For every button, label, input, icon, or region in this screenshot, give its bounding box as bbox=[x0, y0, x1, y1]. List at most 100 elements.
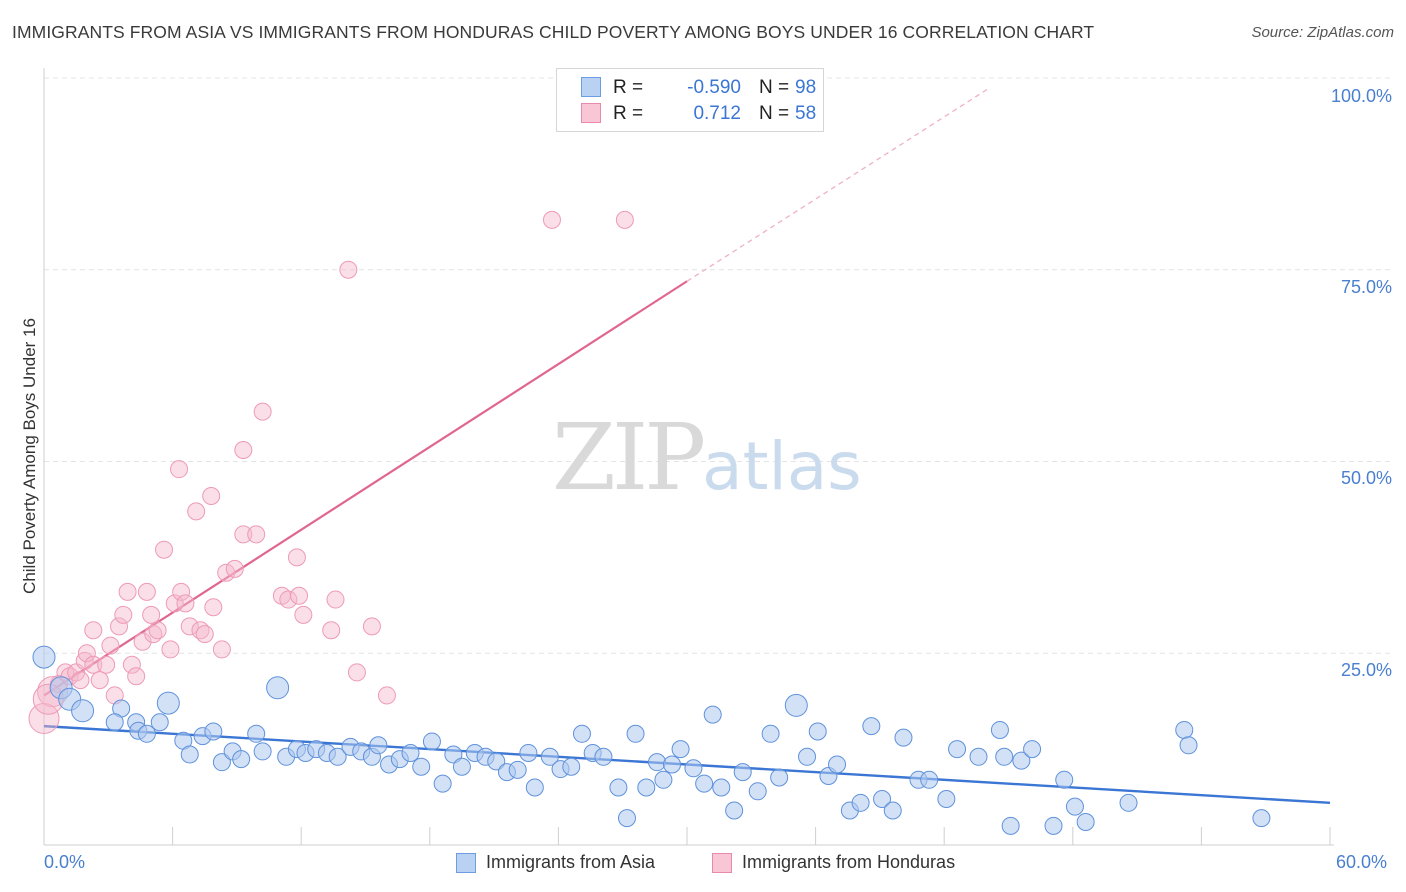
asia-point-64 bbox=[725, 801, 744, 820]
asia-point-95 bbox=[1175, 720, 1194, 739]
asia-point-85 bbox=[990, 720, 1009, 739]
asia-point-75 bbox=[851, 793, 870, 812]
asia-point-0 bbox=[32, 645, 56, 669]
asia-point-43 bbox=[508, 760, 527, 779]
honduras-trend-line bbox=[43, 280, 688, 697]
asia-point-49 bbox=[572, 724, 591, 743]
y-tick-label-50: 50.0% bbox=[1340, 468, 1392, 488]
asia-point-33 bbox=[401, 743, 420, 762]
asia-point-38 bbox=[452, 757, 471, 776]
asia-point-20 bbox=[266, 676, 290, 700]
series-swatch-honduras bbox=[712, 853, 732, 873]
asia-point-84 bbox=[969, 747, 988, 766]
axes bbox=[43, 68, 1334, 846]
asia-point-78 bbox=[883, 801, 902, 820]
series-label-asia: Immigrants from Asia bbox=[486, 852, 656, 872]
asia-points bbox=[32, 645, 1271, 835]
asia-point-26 bbox=[328, 747, 347, 766]
asia-point-19 bbox=[253, 742, 272, 761]
watermark-atlas: atlas bbox=[702, 428, 862, 505]
asia-point-5 bbox=[105, 713, 124, 732]
honduras-point-52 bbox=[347, 663, 366, 682]
asia-point-73 bbox=[828, 755, 847, 774]
honduras-point-29 bbox=[172, 582, 191, 601]
chart-title: IMMIGRANTS FROM ASIA VS IMMIGRANTS FROM … bbox=[12, 22, 1095, 42]
honduras-point-38 bbox=[217, 563, 236, 582]
honduras-point-42 bbox=[247, 525, 266, 544]
honduras-point-37 bbox=[212, 640, 231, 659]
asia-point-58 bbox=[662, 755, 681, 774]
honduras-point-10 bbox=[84, 621, 103, 640]
asia-point-46 bbox=[540, 747, 559, 766]
asia-point-81 bbox=[920, 770, 939, 789]
honduras-point-50 bbox=[326, 590, 345, 609]
asia-point-94 bbox=[1119, 793, 1138, 812]
honduras-points bbox=[28, 210, 634, 734]
asia-point-35 bbox=[422, 732, 441, 751]
asia-point-12 bbox=[180, 745, 199, 764]
y-tick-label-25: 25.0% bbox=[1340, 660, 1392, 680]
asia-point-56 bbox=[647, 753, 666, 772]
legend-r-value-asia: -0.590 bbox=[687, 77, 741, 98]
asia-point-66 bbox=[748, 782, 767, 801]
asia-point-89 bbox=[1023, 740, 1042, 759]
gridlines bbox=[44, 77, 1394, 654]
legend-r-value-honduras: 0.712 bbox=[693, 103, 741, 124]
honduras-point-11 bbox=[90, 671, 109, 690]
asia-point-91 bbox=[1055, 770, 1074, 789]
asia-point-14 bbox=[204, 722, 223, 741]
asia-point-60 bbox=[684, 759, 703, 778]
y-tick-label-100: 100.0% bbox=[1330, 86, 1392, 106]
legend-n-value-asia: 98 bbox=[795, 77, 817, 98]
source-credit: Source: ZipAtlas.com bbox=[1251, 24, 1394, 41]
y-tick-label-75: 75.0% bbox=[1340, 277, 1392, 297]
asia-point-44 bbox=[519, 743, 538, 762]
asia-point-88 bbox=[1012, 751, 1031, 770]
honduras-point-32 bbox=[187, 502, 206, 521]
asia-point-65 bbox=[733, 763, 752, 782]
asia-point-36 bbox=[433, 774, 452, 793]
asia-point-53 bbox=[617, 809, 636, 828]
asia-point-52 bbox=[609, 778, 628, 797]
asia-point-30 bbox=[369, 736, 388, 755]
asia-point-37 bbox=[444, 745, 463, 764]
asia-point-79 bbox=[894, 728, 913, 747]
honduras-point-53 bbox=[362, 617, 381, 636]
honduras-point-25 bbox=[155, 540, 174, 559]
honduras-point-34 bbox=[195, 625, 214, 644]
asia-point-3 bbox=[71, 699, 95, 723]
asia-point-96 bbox=[1179, 736, 1198, 755]
honduras-point-28 bbox=[170, 460, 189, 479]
asia-point-77 bbox=[873, 789, 892, 808]
x-tick-label-max: 60.0% bbox=[1336, 852, 1388, 872]
asia-point-15 bbox=[212, 753, 231, 772]
honduras-point-8 bbox=[77, 644, 96, 663]
asia-point-71 bbox=[808, 722, 827, 741]
honduras-point-17 bbox=[118, 582, 137, 601]
asia-point-62 bbox=[703, 705, 722, 724]
asia-point-59 bbox=[671, 740, 690, 759]
legend-swatch-honduras bbox=[581, 103, 601, 123]
series-label-honduras: Immigrants from Honduras bbox=[742, 852, 956, 872]
honduras-point-31 bbox=[180, 617, 199, 636]
asia-point-93 bbox=[1076, 812, 1095, 831]
asia-point-41 bbox=[487, 752, 506, 771]
honduras-point-45 bbox=[279, 590, 298, 609]
asia-point-86 bbox=[995, 747, 1014, 766]
honduras-point-27 bbox=[165, 594, 184, 613]
honduras-point-46 bbox=[287, 548, 306, 567]
asia-point-83 bbox=[948, 740, 967, 759]
honduras-point-54 bbox=[377, 686, 396, 705]
honduras-point-43 bbox=[253, 402, 272, 421]
asia-point-51 bbox=[594, 747, 613, 766]
asia-point-34 bbox=[412, 757, 431, 776]
honduras-point-30 bbox=[176, 594, 195, 613]
asia-point-8 bbox=[137, 724, 156, 743]
asia-point-67 bbox=[761, 724, 780, 743]
legend-r-label-asia: R = bbox=[613, 77, 644, 98]
asia-point-57 bbox=[654, 770, 673, 789]
asia-point-69 bbox=[784, 693, 808, 717]
honduras-point-13 bbox=[101, 636, 120, 655]
asia-point-45 bbox=[525, 778, 544, 797]
